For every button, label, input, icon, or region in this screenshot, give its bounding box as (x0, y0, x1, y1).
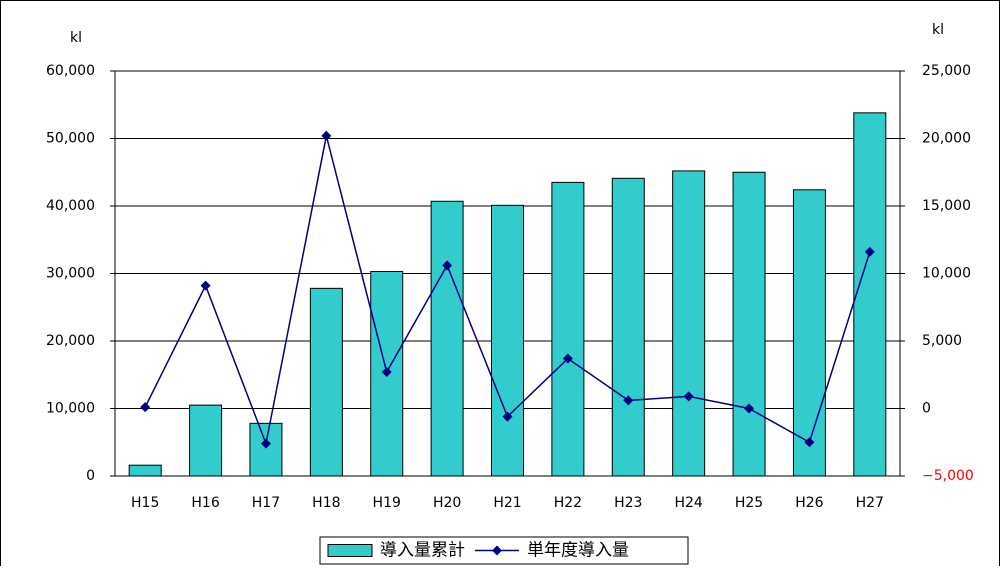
y-tick-label: 10,000 (46, 401, 95, 417)
x-tick-label: H20 (433, 495, 461, 511)
y2-tick-label: −5,000 (922, 468, 974, 484)
y2-tick-label: 20,000 (922, 131, 971, 147)
y2-tick-label: 25,000 (922, 63, 971, 79)
marker (502, 411, 513, 422)
x-tick-label: H24 (674, 495, 702, 511)
marker (744, 403, 755, 414)
marker (381, 367, 392, 378)
x-tick-label: H19 (373, 495, 401, 511)
marker (683, 391, 694, 402)
y-tick-label: 50,000 (46, 131, 95, 147)
bar (491, 204, 524, 477)
legend-swatch (327, 544, 373, 557)
y2-tick-label: 10,000 (922, 266, 971, 282)
y-tick-label: 30,000 (46, 266, 95, 282)
x-tick-label: H27 (856, 495, 884, 511)
x-tick-label: H18 (312, 495, 340, 511)
bar (792, 189, 826, 477)
marker (864, 246, 875, 257)
y-tick-label: 60,000 (46, 63, 95, 79)
x-tick-label: H25 (735, 495, 763, 511)
y2-axis-label: kl (932, 22, 944, 38)
y-tick-label: 20,000 (46, 333, 95, 349)
marker (260, 438, 271, 449)
y-tick-label: 40,000 (46, 198, 95, 214)
marker (140, 402, 151, 413)
x-tick-label: H26 (795, 495, 823, 511)
x-tick-label: H22 (554, 495, 582, 511)
y2-tick-label: 15,000 (922, 198, 971, 214)
marker (200, 280, 211, 291)
y2-tick-label: 5,000 (922, 333, 962, 349)
marker (321, 130, 332, 141)
y-axis-label: kl (70, 30, 82, 46)
legend-marker (492, 545, 502, 556)
y-tick-label: 0 (86, 468, 95, 484)
legend-label: 導入量累計 (380, 541, 465, 561)
bar (551, 181, 585, 477)
x-tick-label: H15 (131, 495, 159, 511)
bar (189, 404, 223, 477)
bar (853, 112, 887, 477)
marker (804, 437, 815, 448)
marker (442, 260, 453, 271)
marker (623, 395, 634, 406)
bar (672, 170, 706, 477)
x-tick-label: H16 (191, 495, 219, 511)
x-tick-label: H21 (493, 495, 521, 511)
x-tick-label: H23 (614, 495, 642, 511)
bar (732, 171, 766, 477)
bar (430, 200, 464, 477)
bar (128, 464, 162, 477)
marker (562, 353, 573, 364)
y2-tick-label: 0 (922, 401, 931, 417)
bar (309, 287, 343, 477)
bar (249, 422, 283, 477)
bar (611, 177, 645, 477)
legend-label: 単年度導入量 (527, 541, 629, 561)
x-tick-label: H17 (252, 495, 280, 511)
